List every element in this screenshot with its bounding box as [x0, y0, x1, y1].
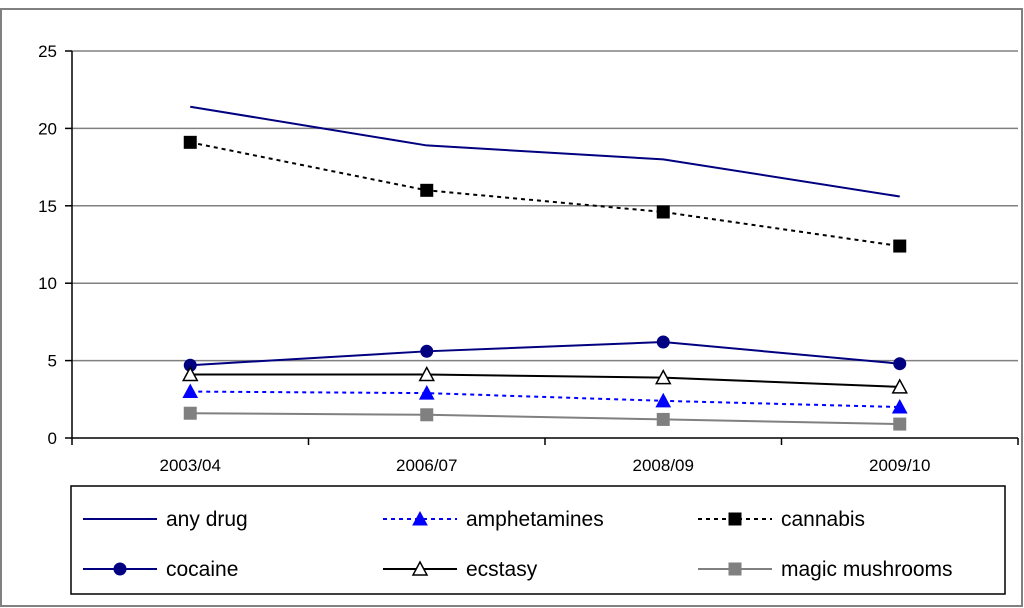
legend-entry-any-drug: any drug [83, 508, 248, 531]
legend: any drug amphetamines cannabis cocaine ecsta… [70, 485, 1006, 595]
y-tick-label: 0 [48, 429, 57, 448]
legend-swatch-marker [728, 562, 742, 576]
legend-label: cannabis [781, 508, 865, 531]
data-point-ecstasy [891, 378, 909, 394]
data-point-cannabis [893, 239, 907, 253]
data-point-magic-mushrooms [893, 417, 907, 431]
y-tick-label: 20 [38, 119, 57, 138]
legend-entry-amphetamines: amphetamines [383, 508, 604, 531]
legend-entry-cannabis: cannabis [698, 508, 865, 531]
y-tick-label: 15 [38, 197, 57, 216]
data-point-ecstasy [654, 369, 672, 385]
data-point-magic-mushrooms [420, 408, 434, 422]
data-point-amphetamines [418, 385, 435, 400]
series-ecstasy [181, 365, 909, 394]
data-point-cannabis [656, 205, 670, 219]
legend-swatch-marker [411, 560, 429, 576]
data-point-amphetamines [655, 392, 672, 408]
series-line-amphetamines [190, 390, 900, 409]
data-point-cocaine [420, 344, 434, 358]
legend-label: ecstasy [466, 558, 538, 581]
series-line-ecstasy [190, 373, 900, 388]
legend-label: amphetamines [466, 508, 604, 531]
x-tick-label: 2006/07 [396, 456, 457, 475]
legend-swatch-marker [412, 510, 428, 526]
y-tick-label: 25 [38, 42, 57, 61]
series-any-drug [190, 105, 900, 198]
series-line-cannabis [190, 141, 900, 248]
series-magic-mushrooms [183, 406, 907, 431]
data-point-cannabis [183, 135, 197, 149]
series-line-any-drug [190, 105, 900, 198]
legend-box [70, 485, 1006, 595]
legend-swatch-marker [113, 562, 127, 576]
series-line-cocaine [190, 341, 900, 367]
data-point-cocaine [893, 357, 907, 371]
data-point-cannabis [420, 183, 434, 197]
y-tick-label: 5 [48, 352, 57, 371]
data-point-amphetamines [182, 383, 199, 399]
legend-entry-magic-mushrooms: magic mushrooms [698, 558, 953, 581]
legend-label: any drug [166, 508, 248, 531]
data-point-ecstasy [181, 365, 199, 382]
legend-label: cocaine [166, 558, 238, 581]
plot-area [181, 105, 909, 431]
series-line-magic-mushrooms [190, 412, 900, 426]
x-tick-label: 2003/04 [160, 456, 221, 475]
data-point-amphetamines [891, 398, 908, 414]
data-point-magic-mushrooms [183, 406, 197, 420]
series-cannabis [183, 135, 907, 253]
axes: 0 5 10 15 20 25 2003/04 2006/07 2008/09 2009/10 [38, 42, 1019, 475]
x-tick-label: 2008/09 [633, 456, 694, 475]
legend-label: magic mushrooms [781, 558, 953, 581]
legend-entry-ecstasy: ecstasy [383, 558, 538, 581]
legend-swatch-marker [728, 512, 742, 526]
legend-entry-cocaine: cocaine [83, 558, 238, 581]
data-point-ecstasy [418, 365, 436, 382]
series-amphetamines [182, 383, 908, 414]
data-point-magic-mushrooms [656, 412, 670, 426]
series-cocaine [183, 335, 907, 372]
data-point-cocaine [656, 335, 670, 349]
y-tick-label: 10 [38, 274, 57, 293]
x-tick-label: 2009/10 [869, 456, 930, 475]
